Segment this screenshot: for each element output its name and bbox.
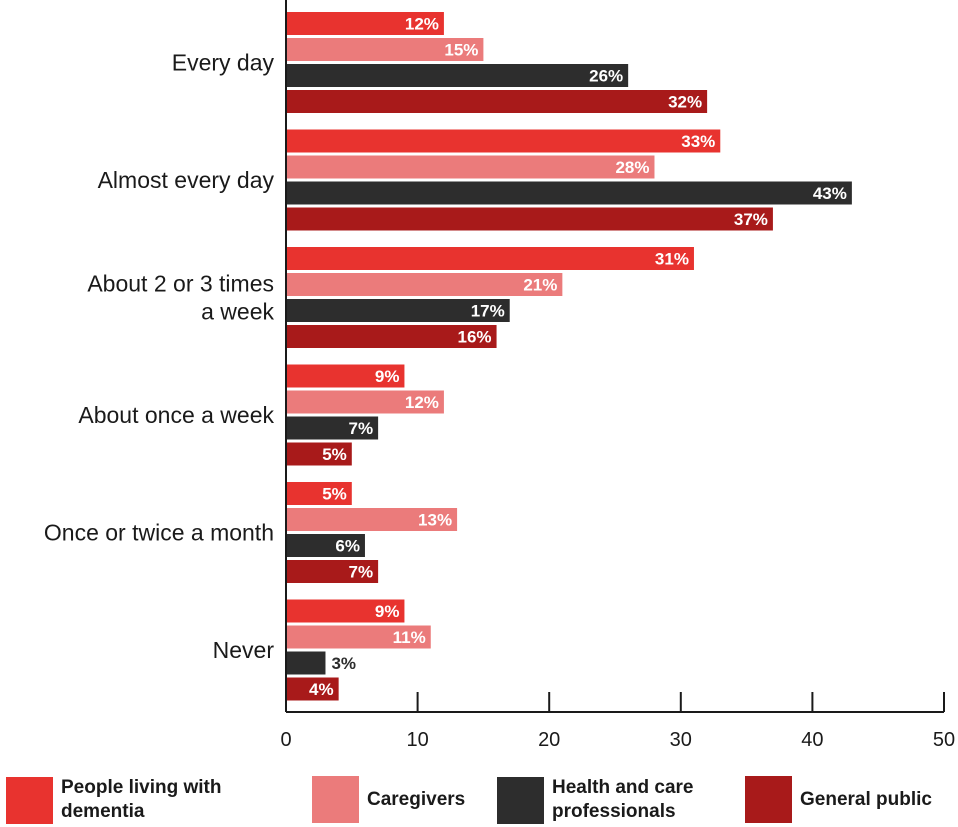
legend-swatch bbox=[312, 776, 359, 823]
bar-value-label: 5% bbox=[322, 485, 347, 504]
legend-label: Health and care professionals bbox=[552, 777, 694, 822]
bar-value-label: 11% bbox=[393, 628, 426, 647]
legend-item-people-living-with-dementia: People living with dementia bbox=[6, 776, 281, 824]
bar-value-label: 37% bbox=[734, 210, 768, 229]
legend-item-health-and-care-professionals: Health and care professionals bbox=[497, 776, 742, 824]
bar-value-label: 43% bbox=[813, 184, 847, 203]
bar-value-label: 3% bbox=[331, 654, 356, 673]
legend-item-general-public: General public bbox=[745, 776, 932, 823]
bar-value-label: 26% bbox=[589, 67, 623, 86]
bar bbox=[286, 482, 352, 505]
bar bbox=[286, 442, 352, 466]
legend-item-caregivers: Caregivers bbox=[312, 776, 465, 823]
bar bbox=[286, 364, 405, 388]
x-tick-label: 10 bbox=[406, 729, 428, 751]
legend-label: General public bbox=[800, 788, 932, 810]
bar bbox=[286, 416, 379, 440]
bar bbox=[286, 625, 431, 649]
bar bbox=[286, 599, 405, 623]
bar-value-label: 21% bbox=[523, 276, 557, 295]
x-tick-label: 50 bbox=[933, 729, 955, 751]
bar bbox=[286, 299, 510, 322]
bar bbox=[286, 155, 655, 179]
category-label: Almost every day bbox=[98, 167, 275, 193]
bar-value-label: 15% bbox=[444, 41, 478, 60]
bar-value-label: 17% bbox=[471, 302, 505, 321]
category-label: Every day bbox=[172, 50, 275, 76]
category-label: About 2 or 3 times a week bbox=[87, 271, 274, 325]
bar bbox=[286, 651, 326, 675]
bar-value-label: 7% bbox=[349, 563, 374, 582]
bar bbox=[286, 390, 444, 414]
x-tick-label: 0 bbox=[280, 729, 291, 751]
legend-label: People living with dementia bbox=[61, 777, 222, 822]
bar bbox=[286, 677, 339, 701]
bar bbox=[286, 325, 497, 348]
bar bbox=[286, 129, 721, 153]
legend-swatch bbox=[497, 776, 544, 824]
bar-value-label: 9% bbox=[375, 602, 400, 621]
legend: People living with dementia Caregivers H… bbox=[0, 772, 958, 827]
bar-value-label: 6% bbox=[335, 537, 360, 556]
x-tick-label: 40 bbox=[801, 729, 823, 751]
bar bbox=[286, 534, 365, 557]
bar bbox=[286, 64, 629, 87]
bar bbox=[286, 90, 708, 113]
bar-value-label: 31% bbox=[655, 250, 689, 269]
bar bbox=[286, 247, 694, 270]
bar bbox=[286, 181, 852, 205]
bar-value-label: 28% bbox=[615, 158, 649, 177]
bar bbox=[286, 508, 458, 531]
category-label: About once a week bbox=[78, 402, 274, 428]
bar bbox=[286, 12, 444, 35]
bar-value-label: 12% bbox=[405, 15, 439, 34]
legend-swatch bbox=[745, 776, 792, 823]
bar-chart: 12% 15% 26% 32% Every day 33% 28% 43% 37% Almost … bbox=[44, 0, 955, 751]
bar-value-label: 32% bbox=[668, 93, 702, 112]
bar-value-label: 7% bbox=[349, 419, 374, 438]
legend-label: Caregivers bbox=[367, 788, 466, 810]
bar-value-label: 9% bbox=[375, 367, 400, 386]
bar bbox=[286, 560, 379, 583]
bar-value-label: 12% bbox=[405, 393, 439, 412]
bar-value-label: 13% bbox=[418, 511, 452, 530]
bar-value-label: 16% bbox=[458, 328, 492, 347]
bar-value-label: 5% bbox=[322, 445, 347, 464]
bar-value-label: 4% bbox=[309, 680, 334, 699]
x-tick-label: 30 bbox=[670, 729, 692, 751]
bar bbox=[286, 38, 484, 61]
category-label: Never bbox=[213, 637, 275, 663]
bar bbox=[286, 273, 563, 296]
x-tick-label: 20 bbox=[538, 729, 560, 751]
bar-value-label: 33% bbox=[681, 132, 715, 151]
category-label: Once or twice a month bbox=[44, 520, 274, 546]
bar bbox=[286, 207, 773, 231]
legend-swatch bbox=[6, 776, 53, 824]
